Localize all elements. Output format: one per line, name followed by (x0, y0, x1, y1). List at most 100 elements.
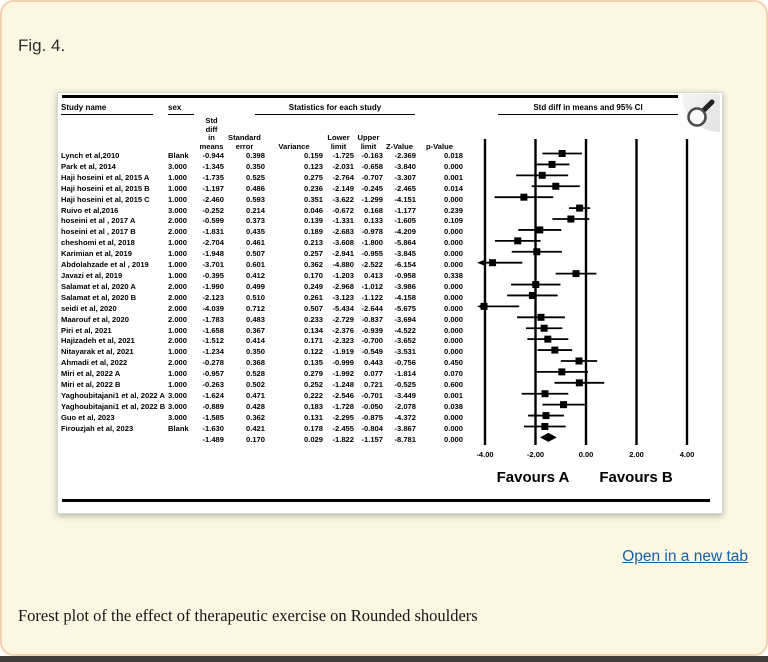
table-cell: -2.465 (394, 183, 416, 193)
table-cell: 0.450 (443, 358, 463, 368)
table-cell: Javazi et al, 2019 (61, 270, 123, 280)
table-cell: -0.756 (394, 358, 416, 368)
table-cell: -2.323 (332, 336, 354, 346)
table-row: -1.489 0.170 0.029 -1.822 -1.157 -8.781 0.000 (61, 435, 463, 446)
table-cell: 1.000 (168, 260, 188, 270)
table-cell: 0.018 (443, 151, 463, 160)
table-cell: Blank (168, 423, 189, 433)
table-row: Guo et al, 2023 3.000 -1.585 0.362 0.131 -2.2… (61, 413, 463, 424)
table-cell: -2.644 (361, 303, 383, 313)
table-cell: -2.546 (332, 390, 354, 400)
table-row: Hajizadeh et al, 2021 2.000 -1.512 0.414 0.1… (61, 336, 463, 347)
table-cell: -3.652 (394, 336, 416, 346)
effect-square (541, 390, 549, 398)
table-cell: 0.170 (245, 434, 265, 444)
table-cell: -0.278 (202, 358, 224, 368)
table-cell: 0.183 (303, 401, 323, 411)
table-cell: 1.000 (168, 380, 188, 390)
axis-tick-label: -2.00 (527, 450, 544, 459)
table-cell: 0.412 (245, 270, 265, 280)
table-cell: Piri et al, 2021 (61, 325, 112, 335)
table-cell: 0.000 (443, 336, 463, 346)
table-cell: 0.000 (443, 314, 463, 324)
axis-tick-label: 4.00 (680, 450, 695, 459)
table-cell: 0.139 (303, 216, 323, 226)
open-in-new-tab-link[interactable]: Open in a new tab (622, 548, 748, 565)
table-cell: -5.675 (394, 303, 416, 313)
table-row: Firouzjah et al, 2023 Blank -1.630 0.421 0.1… (61, 424, 463, 435)
table-cell: -0.804 (361, 423, 383, 433)
table-cell: -1.822 (332, 434, 354, 444)
table-cell: Hajizadeh et al, 2021 (61, 336, 135, 346)
table-row: Haji hoseini et al, 2015 C 1.000 -2.460 0.5… (61, 195, 463, 206)
table-cell: -1.990 (202, 281, 224, 291)
table-cell: 0.362 (303, 260, 323, 270)
table-cell: 0.133 (363, 216, 383, 226)
table-cell: Park et al, 2014 (61, 161, 116, 171)
table-cell: -1.783 (202, 314, 224, 324)
table-row: Ruivo et al,2016 3.000 -0.252 0.214 0.046 -0.… (61, 206, 463, 217)
table-cell: -2.123 (202, 292, 224, 302)
table-cell: -2.522 (361, 260, 383, 270)
table-cell: Haji hoseini et al, 2015 A (61, 172, 150, 182)
table-cell: 1.000 (168, 183, 188, 193)
table-cell: Salamat et al, 2020 B (61, 292, 137, 302)
table-cell: 2.000 (168, 314, 188, 324)
table-cell: seidi et al, 2020 (61, 303, 117, 313)
table-cell: -3.701 (202, 260, 224, 270)
table-cell: 2.000 (168, 216, 188, 226)
table-cell: 0.000 (443, 260, 463, 270)
table-cell: -3.307 (394, 172, 416, 182)
table-cell: 0.170 (303, 270, 323, 280)
table-cell: -0.955 (361, 249, 383, 259)
table-cell: -8.781 (394, 434, 416, 444)
effect-square (540, 324, 548, 332)
table-cell: 0.131 (303, 412, 323, 422)
table-cell: 0.414 (245, 336, 265, 346)
table-row: Lynch et al,2010 Blank -0.944 0.398 0.159 -1.… (61, 151, 463, 162)
table-cell: 2.000 (168, 281, 188, 291)
effect-square (560, 401, 568, 409)
table-cell: 0.000 (443, 281, 463, 291)
table-cell: -2.031 (332, 161, 354, 171)
zoom-magnifier-icon[interactable] (682, 94, 720, 132)
table-cell: Salamat et al, 2020 A (61, 281, 136, 291)
study-name-column-header: Study name (61, 103, 153, 115)
table-cell: 0.159 (303, 151, 323, 160)
plot-bottom-rule (62, 499, 710, 502)
effect-square (538, 171, 546, 179)
axis-tick-label: -4.00 (476, 450, 493, 459)
table-cell: 0.338 (443, 270, 463, 280)
table-cell: 0.000 (443, 238, 463, 248)
table-cell: -2.078 (394, 401, 416, 411)
table-cell: -2.376 (332, 325, 354, 335)
table-cell: 0.257 (303, 249, 323, 259)
table-cell: -1.489 (202, 434, 224, 444)
table-cell: -1.948 (202, 249, 224, 259)
table-row: Maarouf et al, 2020 2.000 -1.783 0.483 0.233… (61, 315, 463, 326)
table-cell: 0.213 (303, 238, 323, 248)
col-header-z-value: Z-Value (385, 141, 413, 151)
table-cell: 0.362 (245, 412, 265, 422)
effect-square (536, 226, 544, 234)
table-row: Yaghoubitajani1 et al, 2022 A 3.000 -1.624… (61, 391, 463, 402)
table-cell: -5.864 (394, 238, 416, 248)
figure-image[interactable]: Study name sex Statistics for each study… (57, 92, 723, 514)
table-cell: 0.601 (245, 260, 265, 270)
table-cell: -1.585 (202, 412, 224, 422)
table-cell: 0.168 (363, 205, 383, 215)
table-cell: 0.000 (443, 347, 463, 357)
table-cell: 1.000 (168, 249, 188, 259)
table-cell: 0.038 (443, 401, 463, 411)
table-cell: -1.630 (202, 423, 224, 433)
table-cell: hoseini et al , 2017 A (61, 216, 136, 226)
table-cell: 3.000 (168, 412, 188, 422)
table-cell: -1.919 (332, 347, 354, 357)
sex-column-header: sex (168, 103, 194, 115)
table-cell: 1.000 (168, 194, 188, 204)
table-row: hoseini et al , 2017 A 2.000 -0.599 0.373 0.… (61, 216, 463, 227)
effect-square (533, 248, 541, 256)
figure-label: Fig. 4. (18, 36, 66, 55)
table-cell: 3.000 (168, 161, 188, 171)
table-cell: -1.725 (332, 151, 354, 160)
